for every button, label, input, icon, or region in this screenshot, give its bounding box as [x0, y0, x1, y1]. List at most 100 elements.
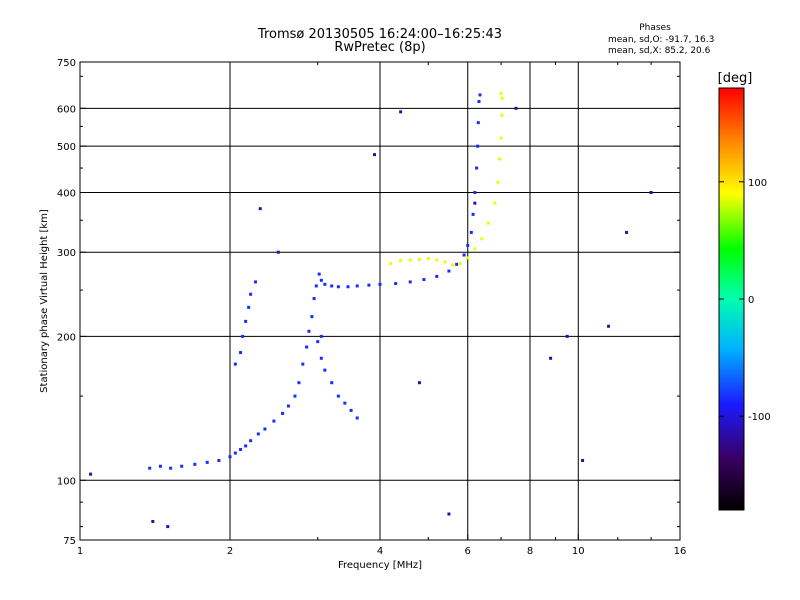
data-point-o [473, 190, 477, 194]
data-point-o [475, 166, 479, 170]
data-point-o [435, 274, 439, 278]
data-point-x [458, 262, 462, 266]
data-point-o [476, 144, 480, 148]
data-point-o [317, 272, 321, 276]
data-point-o [319, 334, 323, 338]
chart-subtitle: RwPretec (8p) [334, 40, 425, 55]
data-point-o [471, 212, 475, 216]
data-point-scatter [447, 512, 451, 516]
data-point-x [473, 247, 477, 251]
data-point-o [239, 447, 243, 451]
legend-title: Phases [639, 23, 671, 33]
y-axis-label: Stationary phase Virtual Height [km] [39, 209, 50, 393]
data-point-x [500, 96, 504, 100]
x-axis-label: Frequency [MHz] [338, 560, 422, 571]
y-tick-label: 300 [57, 248, 76, 259]
data-point-o [241, 334, 245, 338]
data-point-o [455, 262, 459, 266]
data-point-scatter [166, 525, 170, 529]
data-point-o [148, 466, 152, 470]
data-point-o [244, 444, 248, 448]
data-point-x [500, 113, 504, 117]
data-point-x [499, 91, 503, 95]
data-point-o [169, 466, 173, 470]
data-point-o [286, 404, 290, 408]
data-point-x [389, 262, 393, 266]
data-point-scatter [649, 190, 653, 194]
data-point-x [443, 260, 447, 264]
data-point-scatter [565, 334, 569, 338]
data-point-o [193, 462, 197, 466]
colorbar-tick-label: 100 [748, 178, 767, 189]
data-point-o [476, 121, 480, 125]
data-point-o [301, 362, 305, 366]
data-point-o [319, 356, 323, 360]
data-point-o [217, 458, 221, 462]
x-tick-label: 2 [227, 546, 233, 557]
data-point-o [447, 269, 451, 273]
data-point-o [316, 340, 320, 344]
data-point-scatter [258, 207, 262, 211]
data-point-o [336, 285, 340, 289]
data-point-o [478, 93, 482, 97]
x-tick-label: 8 [527, 546, 533, 557]
data-point-o [336, 394, 340, 398]
data-point-o [281, 411, 285, 415]
data-point-o [355, 284, 359, 288]
data-point-o [469, 230, 473, 234]
data-point-o [349, 408, 353, 412]
data-point-o [422, 278, 426, 282]
data-point-x [480, 237, 484, 241]
data-point-o [343, 401, 347, 405]
data-point-o [253, 280, 257, 284]
data-point-x [417, 257, 421, 261]
data-point-o [330, 381, 334, 385]
data-point-o [462, 253, 466, 257]
data-point-o [249, 439, 253, 443]
data-point-o [307, 329, 311, 333]
legend-line-o: mean, sd,O: -91.7, 16.3 [608, 35, 714, 45]
data-point-o [205, 460, 209, 464]
data-point-o [233, 362, 237, 366]
data-point-o [408, 280, 412, 284]
data-point-o [323, 282, 327, 286]
x-tick-label: 1 [77, 546, 83, 557]
data-point-scatter [417, 381, 421, 385]
chart-title: Tromsø 20130505 16:24:00–16:25:43 [257, 27, 502, 42]
data-point-x [499, 136, 503, 140]
y-tick-label: 750 [57, 58, 76, 69]
data-point-o [305, 345, 309, 349]
data-point-o [330, 284, 334, 288]
colorbar-ticks: 100 0 -100 [719, 178, 771, 423]
data-point-x [451, 263, 455, 267]
data-point-o [346, 285, 350, 289]
data-point-scatter [399, 110, 403, 114]
data-point-o [314, 284, 318, 288]
y-tick-label: 200 [57, 332, 76, 343]
data-point-o [228, 455, 232, 459]
y-tick-label: 100 [57, 476, 76, 487]
data-point-o [394, 282, 398, 286]
data-point-scatter [549, 356, 553, 360]
data-point-o [293, 394, 297, 398]
data-point-x [466, 256, 470, 260]
data-point-o [466, 243, 470, 247]
data-point-x [435, 258, 439, 262]
data-point-x [426, 257, 430, 261]
data-point-o [323, 368, 327, 372]
data-point-scatter [581, 458, 585, 462]
x-tick-label: 4 [377, 546, 383, 557]
data-point-scatter [373, 153, 377, 157]
colorbar-tick-label: -100 [748, 412, 771, 423]
x-axis: 1 2 4 6 8 10 16 [77, 62, 686, 557]
y-tick-label: 400 [57, 188, 76, 199]
data-point-x [498, 157, 502, 161]
data-point-o [239, 351, 243, 355]
y-tick-label: 500 [57, 142, 76, 153]
data-point-x [486, 221, 490, 225]
data-point-o [319, 278, 323, 282]
data-point-scatter [607, 324, 611, 328]
data-point-o [312, 297, 316, 301]
data-point-o [249, 292, 253, 296]
